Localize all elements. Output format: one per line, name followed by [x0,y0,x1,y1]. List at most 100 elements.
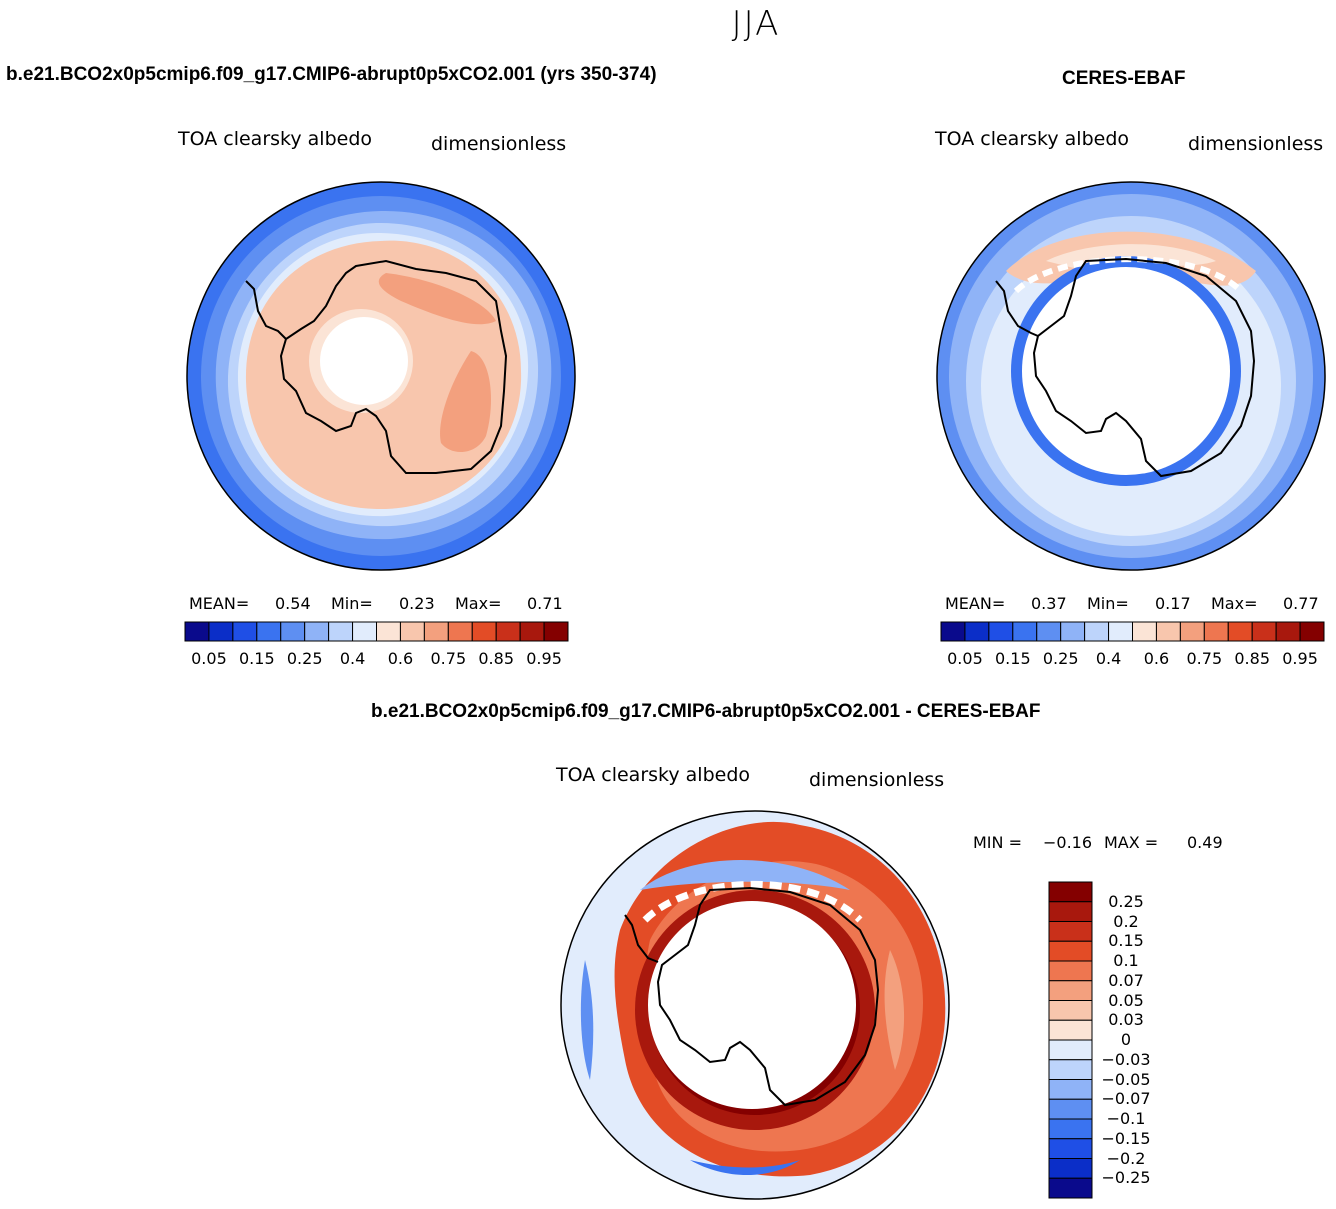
colorbar-tick-label: 0.95 [526,649,562,668]
colorbar-tick-label: 0.15 [995,649,1031,668]
obs-mean-label: MEAN= [945,594,1006,613]
diff-colorbar [1048,881,1093,1199]
diff-min-value: −0.16 [1043,833,1093,852]
model-min-value: 0.23 [399,594,435,613]
colorbar-swatch [232,621,258,642]
colorbar-tick-label: 0.05 [1108,990,1144,1010]
colorbar-tick-label: −0.03 [1101,1049,1151,1069]
diff-max-label: MAX = [1104,833,1159,852]
obs-min-value: 0.17 [1155,594,1191,613]
colorbar-swatch [1179,621,1205,642]
colorbar-swatch [352,621,377,642]
colorbar-swatch [1048,1079,1093,1100]
obs-panel-title: CERES-EBAF [1062,68,1186,89]
colorbar-swatch [964,621,990,642]
diff-max-value: 0.49 [1187,833,1223,852]
obs-colorbar [940,621,1325,642]
colorbar-tick-label: 0.6 [1143,649,1170,668]
colorbar-swatch [280,621,306,642]
colorbar-tick-label: 0.75 [1186,649,1223,668]
colorbar-tick-label: 0.4 [339,649,366,668]
colorbar-swatch [1048,960,1093,982]
colorbar-tick-label: 0.95 [1282,649,1318,668]
colorbar-tick-label: −0.07 [1101,1089,1151,1109]
colorbar-tick-label: −0.25 [1101,1168,1151,1188]
colorbar-swatch [1227,621,1253,642]
model-panel-title: b.e21.BCO2x0p5cmip6.f09_g17.CMIP6-abrupt… [6,64,657,85]
colorbar-swatch [1048,1158,1093,1179]
diff-min-label: MIN = [973,833,1022,852]
colorbar-tick-label: 0.6 [387,649,414,668]
colorbar-swatch [1036,621,1062,642]
colorbar-swatch [543,621,569,642]
colorbar-swatch [1048,1118,1093,1140]
colorbar-swatch [1048,1177,1093,1199]
model-variable-label: TOA clearsky albedo [178,128,372,150]
model-min-label: Min= [331,594,373,613]
obs-max-label: Max= [1211,594,1258,613]
diff-map [560,810,950,1200]
colorbar-tick-label: 0.25 [1042,649,1079,668]
colorbar-swatch [1275,621,1301,642]
obs-map [936,181,1326,571]
colorbar-tick-label: 0 [1120,1030,1132,1049]
model-colorbar [184,621,569,642]
colorbar-swatch [1048,1039,1093,1061]
colorbar-swatch [1048,1138,1093,1159]
colorbar-swatch [988,621,1014,642]
colorbar-tick-label: 0.85 [478,649,514,668]
colorbar-tick-label: −0.1 [1106,1109,1146,1128]
colorbar-swatch [1299,621,1325,642]
diff-panel-title: b.e21.BCO2x0p5cmip6.f09_g17.CMIP6-abrupt… [371,701,1041,722]
colorbar-tick-label: −0.05 [1101,1069,1151,1089]
colorbar-tick-label: 0.03 [1108,1010,1144,1030]
colorbar-tick-label: 0.05 [947,649,983,668]
colorbar-swatch [1048,940,1093,962]
colorbar-swatch [1132,621,1157,642]
colorbar-swatch [1048,980,1093,1001]
colorbar-tick-label: 0.2 [1113,911,1139,931]
colorbar-tick-label: 0.1 [1113,951,1139,970]
model-mean-label: MEAN= [189,594,250,613]
colorbar-tick-label: 0.25 [286,649,323,668]
model-max-value: 0.71 [527,594,563,613]
colorbar-swatch [184,621,210,642]
colorbar-swatch [304,621,330,642]
model-units-label: dimensionless [431,133,567,155]
colorbar-tick-label: −0.15 [1101,1128,1151,1148]
colorbar-swatch [1048,881,1093,903]
diff-units-label: dimensionless [809,769,945,791]
colorbar-swatch [1048,1098,1093,1120]
colorbar-swatch [399,621,425,642]
colorbar-swatch [1155,621,1181,642]
colorbar-tick-label: 0.85 [1234,649,1270,668]
obs-units-label: dimensionless [1188,133,1324,155]
colorbar-swatch [1048,901,1093,922]
colorbar-swatch [328,621,354,642]
colorbar-swatch [376,621,401,642]
colorbar-swatch [1108,621,1133,642]
model-map [186,181,576,571]
season-title: JJA [731,4,781,44]
colorbar-swatch [940,621,966,642]
colorbar-tick-label: −0.2 [1106,1148,1146,1168]
colorbar-swatch [208,621,234,642]
model-max-label: Max= [455,594,502,613]
colorbar-swatch [447,621,473,642]
colorbar-swatch [1203,621,1229,642]
colorbar-swatch [1084,621,1110,642]
colorbar-swatch [471,621,497,642]
colorbar-swatch [1048,1059,1093,1080]
colorbar-swatch [1048,1000,1093,1021]
colorbar-tick-label: 0.15 [239,649,275,668]
colorbar-tick-label: 0.05 [191,649,227,668]
colorbar-swatch [1060,621,1086,642]
colorbar-tick-label: 0.15 [1108,931,1144,951]
obs-mean-value: 0.37 [1031,594,1067,613]
colorbar-swatch [423,621,449,642]
colorbar-swatch [495,621,521,642]
obs-max-value: 0.77 [1283,594,1319,613]
colorbar-swatch [519,621,545,642]
obs-variable-label: TOA clearsky albedo [935,128,1129,150]
obs-min-label: Min= [1087,594,1129,613]
